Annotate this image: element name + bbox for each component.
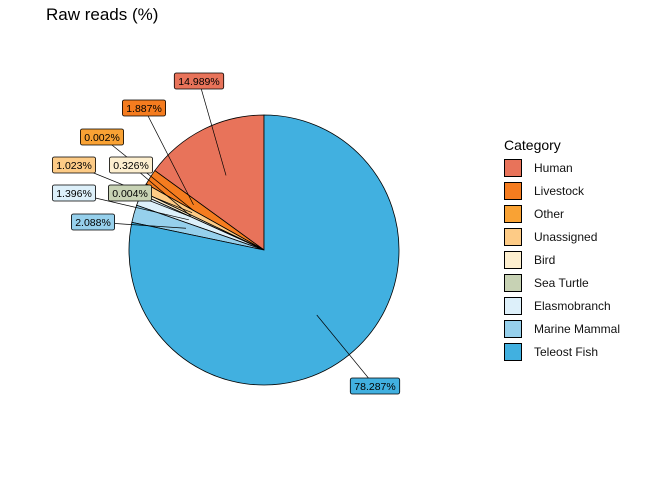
legend-title: Category bbox=[504, 137, 561, 153]
legend-swatch-sea-turtle bbox=[504, 273, 522, 292]
slice-label-human: 14.989% bbox=[173, 72, 225, 90]
slice-label-teleost-fish: 78.287% bbox=[349, 377, 401, 395]
chart-title: Raw reads (%) bbox=[46, 5, 159, 24]
slice-label-box-livestock bbox=[122, 99, 167, 117]
legend-item-other: Other bbox=[504, 202, 620, 225]
slice-label-text-marine-mammal: 2.088% bbox=[75, 217, 111, 229]
legend-item-teleost-fish: Teleost Fish bbox=[504, 340, 620, 363]
legend-item-unassigned: Unassigned bbox=[504, 225, 620, 248]
legend-label-marine-mammal: Marine Mammal bbox=[534, 321, 621, 336]
pie-slice-human bbox=[154, 114, 265, 251]
legend-item-livestock: Livestock bbox=[504, 179, 620, 202]
legend-label-human: Human bbox=[534, 160, 573, 175]
leader-line-teleost-fish bbox=[316, 314, 376, 387]
slice-labels: 14.989% 1.887% 0.002% 1.023% 0.326% 0.004% 1.3… bbox=[52, 72, 401, 395]
legend-label-teleost-fish: Teleost Fish bbox=[534, 344, 599, 359]
legend-label-unassigned: Unassigned bbox=[534, 229, 598, 244]
slice-label-text-sea-turtle: 0.004% bbox=[112, 188, 148, 200]
slice-label-box-teleost-fish bbox=[349, 377, 401, 395]
slice-label-marine-mammal: 2.088% bbox=[71, 213, 116, 231]
leader-line-human bbox=[198, 80, 227, 176]
legend: Category Human Livestock Other Unassigned Bi… bbox=[504, 136, 620, 363]
slice-label-box-elasmobranch bbox=[52, 184, 97, 202]
slice-label-text-other: 0.002% bbox=[84, 132, 120, 144]
legend-item-human: Human bbox=[504, 156, 620, 179]
slice-label-text-unassigned: 1.023% bbox=[56, 160, 92, 172]
slice-label-sea-turtle: 0.004% bbox=[108, 184, 153, 202]
legend-swatch-elasmobranch bbox=[504, 296, 522, 315]
legend-item-bird: Bird bbox=[504, 248, 620, 271]
legend-label-sea-turtle: Sea Turtle bbox=[534, 275, 589, 290]
leader-line-other bbox=[101, 136, 194, 211]
legend-label-elasmobranch: Elasmobranch bbox=[534, 298, 611, 313]
slice-label-text-human: 14.989% bbox=[178, 76, 219, 88]
legend-item-marine-mammal: Marine Mammal bbox=[504, 317, 620, 340]
slice-label-text-elasmobranch: 1.396% bbox=[56, 188, 92, 200]
legend-swatch-unassigned bbox=[504, 227, 522, 246]
legend-items: Human Livestock Other Unassigned Bird Sea Tur… bbox=[504, 156, 620, 363]
legend-item-elasmobranch: Elasmobranch bbox=[504, 294, 620, 317]
legend-swatch-marine-mammal bbox=[504, 319, 522, 338]
legend-swatch-teleost-fish bbox=[504, 342, 522, 361]
legend-swatch-bird bbox=[504, 250, 522, 269]
slice-label-box-sea-turtle bbox=[108, 184, 153, 202]
legend-label-other: Other bbox=[534, 206, 565, 221]
slice-label-box-other bbox=[80, 128, 125, 146]
slice-label-bird: 0.326% bbox=[109, 156, 154, 174]
pie-slices bbox=[128, 114, 400, 386]
legend-label-bird: Bird bbox=[534, 252, 556, 267]
slice-label-box-marine-mammal bbox=[71, 213, 116, 231]
slice-label-text-bird: 0.326% bbox=[113, 160, 149, 172]
slice-label-box-bird bbox=[109, 156, 154, 174]
legend-swatch-human bbox=[504, 158, 522, 177]
slice-label-box-human bbox=[173, 72, 225, 90]
slice-label-box-unassigned bbox=[52, 156, 97, 174]
legend-item-sea-turtle: Sea Turtle bbox=[504, 271, 620, 294]
slice-label-livestock: 1.887% bbox=[122, 99, 167, 117]
legend-swatch-other bbox=[504, 204, 522, 223]
slice-label-elasmobranch: 1.396% bbox=[52, 184, 97, 202]
leader-line-bird bbox=[130, 164, 191, 217]
slice-label-text-teleost-fish: 78.287% bbox=[354, 381, 395, 393]
leader-line-livestock bbox=[143, 107, 194, 206]
legend-swatch-livestock bbox=[504, 181, 522, 200]
slice-label-text-livestock: 1.887% bbox=[126, 103, 162, 115]
slice-label-unassigned: 1.023% bbox=[52, 156, 97, 174]
slice-label-other: 0.002% bbox=[80, 128, 125, 146]
legend-label-livestock: Livestock bbox=[534, 183, 585, 198]
